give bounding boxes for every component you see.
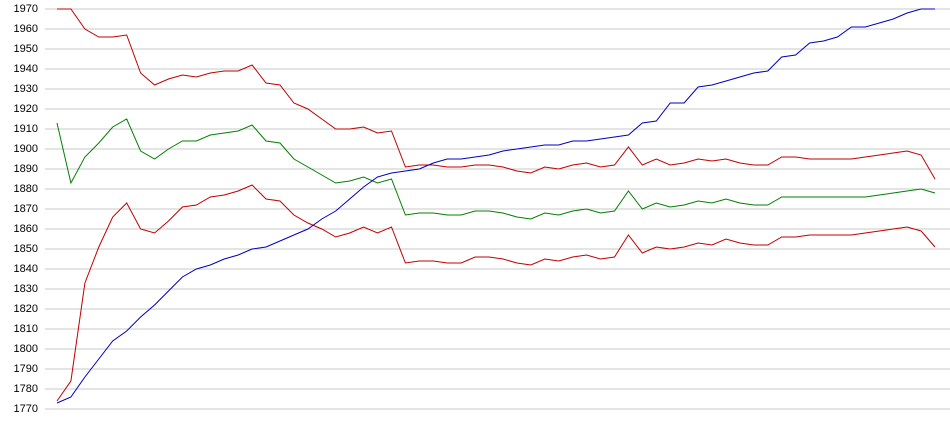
y-tick-label: 1930 [14, 83, 38, 95]
y-tick-label: 1860 [14, 223, 38, 235]
line-series [56, 118, 936, 220]
y-tick-label: 1850 [14, 243, 38, 255]
y-tick-label: 1800 [14, 343, 38, 355]
y-tick-label: 1960 [14, 23, 38, 35]
y-tick-label: 1790 [14, 363, 38, 375]
y-tick-label: 1870 [14, 203, 38, 215]
y-tick-label: 1840 [14, 263, 38, 275]
line-series [57, 8, 936, 180]
y-tick-label: 1820 [14, 303, 38, 315]
y-tick-label: 1890 [14, 163, 38, 175]
y-tick-label: 1970 [14, 3, 38, 15]
y-tick-label: 1810 [14, 323, 38, 335]
y-tick-label: 1770 [14, 403, 38, 415]
y-tick-label: 1950 [14, 43, 38, 55]
y-tick-label: 1920 [14, 103, 38, 115]
y-tick-label: 1940 [14, 63, 38, 75]
y-tick-label: 1880 [14, 183, 38, 195]
line-series [56, 184, 936, 402]
line-series [56, 8, 935, 404]
y-tick-label: 1780 [14, 383, 38, 395]
y-tick-label: 1830 [14, 283, 38, 295]
y-tick-label: 1900 [14, 143, 38, 155]
y-tick-label: 1910 [14, 123, 38, 135]
